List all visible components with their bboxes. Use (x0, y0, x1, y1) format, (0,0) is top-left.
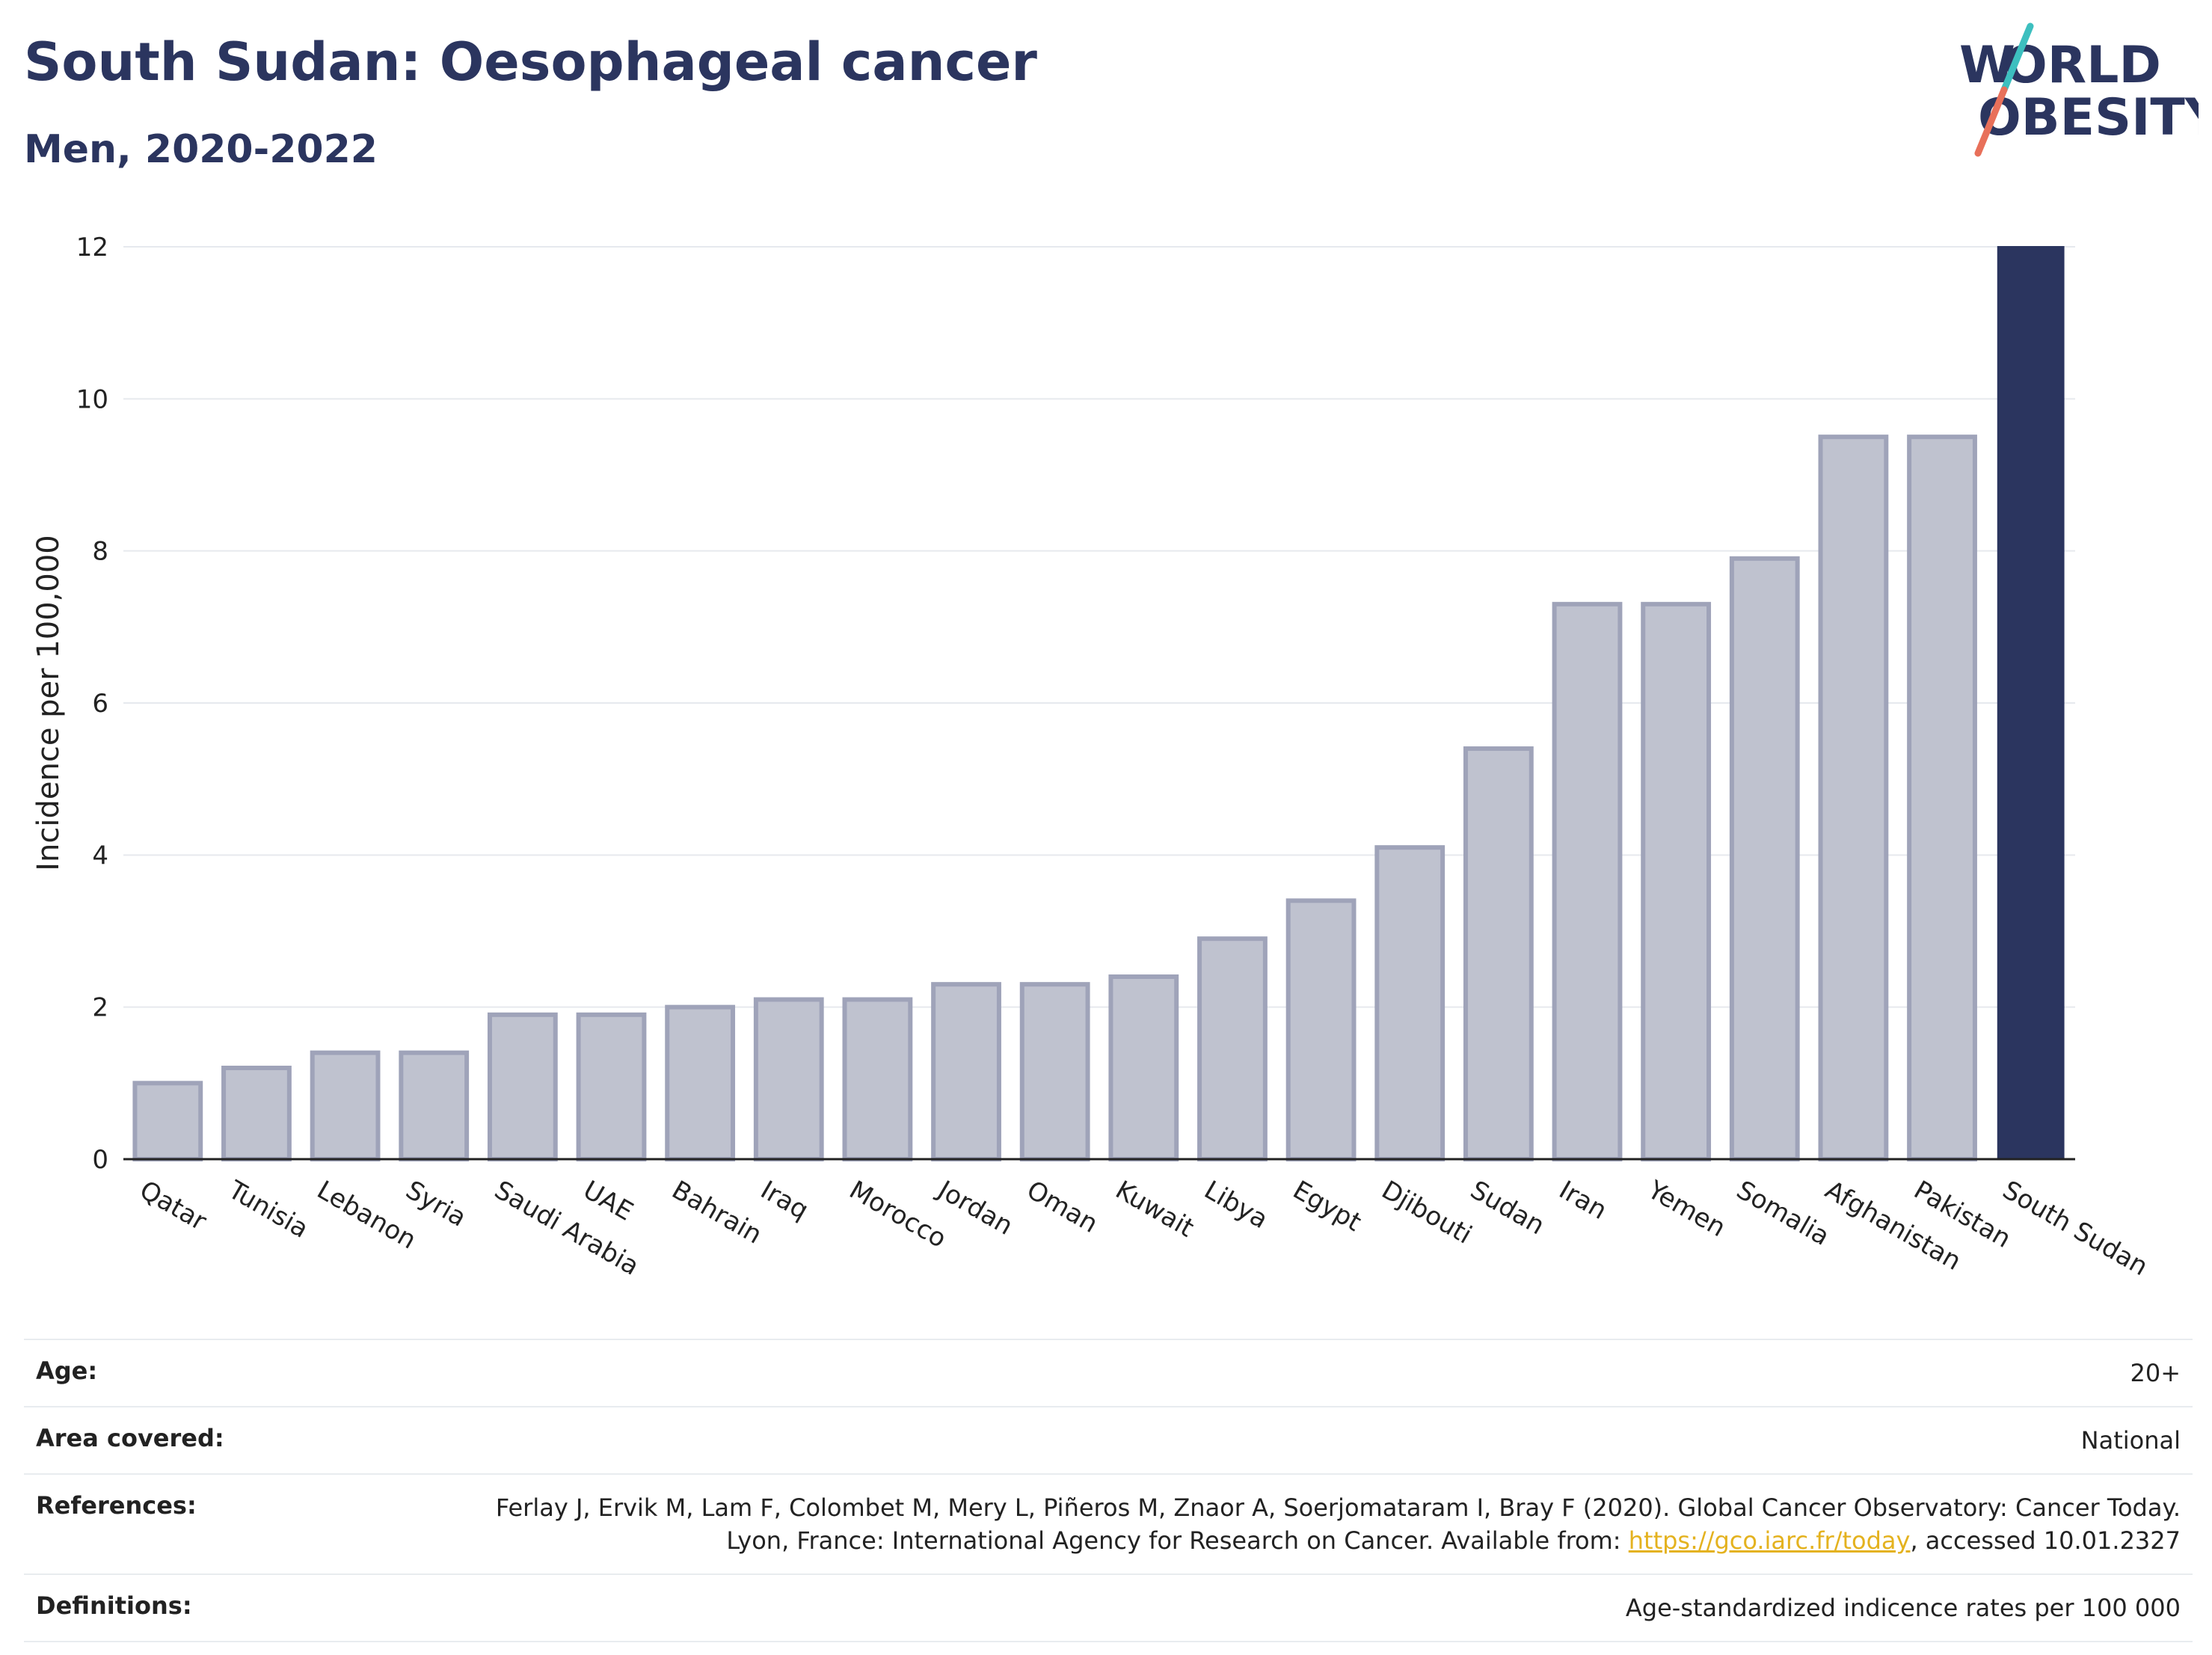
bar (1552, 601, 1623, 1161)
definitions-value: Age-standardized indicence rates per 100… (1625, 1594, 2181, 1622)
bar (1197, 936, 1268, 1161)
y-tick-label: 2 (92, 993, 108, 1023)
page-subtitle: Men, 2020-2022 (24, 127, 378, 172)
x-tick-label: Morocco (844, 1175, 951, 1254)
metadata-table: Age: 20+ Area covered: National Referenc… (24, 1339, 2193, 1642)
y-tick-label: 12 (76, 233, 108, 262)
bar (132, 1081, 203, 1162)
bar (576, 1012, 647, 1162)
references-suffix: , accessed 10.01.2327 (1910, 1526, 2181, 1555)
x-tick-label: Qatar (135, 1175, 212, 1237)
x-tick-label: Bahrain (667, 1175, 767, 1250)
bar (753, 997, 824, 1161)
bar (1641, 601, 1712, 1161)
y-tick-label: 10 (76, 384, 108, 414)
bar (1285, 898, 1357, 1162)
x-tick-label: Iraq (755, 1175, 814, 1226)
page-title: South Sudan: Oesophageal cancer (24, 31, 1037, 93)
x-tick-label: Sudan (1465, 1175, 1549, 1241)
bar (221, 1066, 292, 1161)
y-tick-label: 0 (92, 1145, 108, 1175)
y-tick-label: 6 (92, 689, 108, 719)
x-tick-label: Lebanon (312, 1175, 421, 1255)
bar (1818, 435, 1889, 1161)
x-tick-label: Yemen (1642, 1175, 1731, 1244)
x-tick-label: Tunisia (223, 1175, 313, 1244)
meta-row-references: References: Ferlay J, Ervik M, Lam F, Co… (24, 1473, 2193, 1573)
age-label: Age: (36, 1357, 98, 1385)
bar (1729, 556, 1800, 1161)
references-value: Ferlay J, Ervik M, Lam F, Colombet M, Me… (461, 1491, 2181, 1557)
x-tick-label: Oman (1021, 1175, 1103, 1239)
meta-row-definitions: Definitions: Age-standardized indicence … (24, 1573, 2193, 1642)
bar (1463, 746, 1534, 1161)
svg-text:ORLD: ORLD (2004, 36, 2161, 95)
bar (842, 997, 913, 1161)
area-label: Area covered: (36, 1424, 224, 1452)
x-tick-label: Egypt (1288, 1175, 1366, 1238)
x-tick-label: Djibouti (1377, 1175, 1477, 1250)
bar (1907, 435, 1977, 1161)
definitions-label: Definitions: (36, 1591, 192, 1620)
bar (310, 1050, 381, 1161)
references-link[interactable]: https://gco.iarc.fr/today (1628, 1526, 1911, 1555)
bar (931, 982, 1001, 1161)
area-value: National (2080, 1426, 2181, 1455)
bar (399, 1050, 470, 1161)
x-tick-label: Somalia (1731, 1175, 1834, 1252)
y-tick-label: 8 (92, 537, 108, 567)
bar (1374, 845, 1446, 1161)
svg-text:OBESITY: OBESITY (1978, 88, 2199, 147)
references-text: Ferlay J, Ervik M, Lam F, Colombet M, Me… (495, 1493, 2181, 1555)
x-tick-label: Libya (1199, 1175, 1273, 1235)
bar (487, 1012, 558, 1162)
y-tick-label: 4 (92, 841, 108, 871)
meta-row-area: Area covered: National (24, 1406, 2193, 1473)
x-tick-label: Iran (1554, 1175, 1612, 1226)
bar (1019, 982, 1090, 1161)
x-tick-label: South Sudan (1997, 1175, 2153, 1282)
age-value: 20+ (2130, 1359, 2181, 1387)
bar (1997, 246, 2065, 1160)
world-obesity-logo: W ORLD OBESITY (1959, 22, 2199, 157)
meta-row-age: Age: 20+ (24, 1339, 2193, 1406)
y-axis-title: Incidence per 100,000 (31, 535, 66, 871)
references-label: References: (36, 1491, 197, 1520)
x-tick-label: Kuwait (1110, 1175, 1199, 1243)
bar (665, 1004, 736, 1161)
bar (1108, 974, 1179, 1161)
x-tick-label: UAE (578, 1175, 638, 1226)
